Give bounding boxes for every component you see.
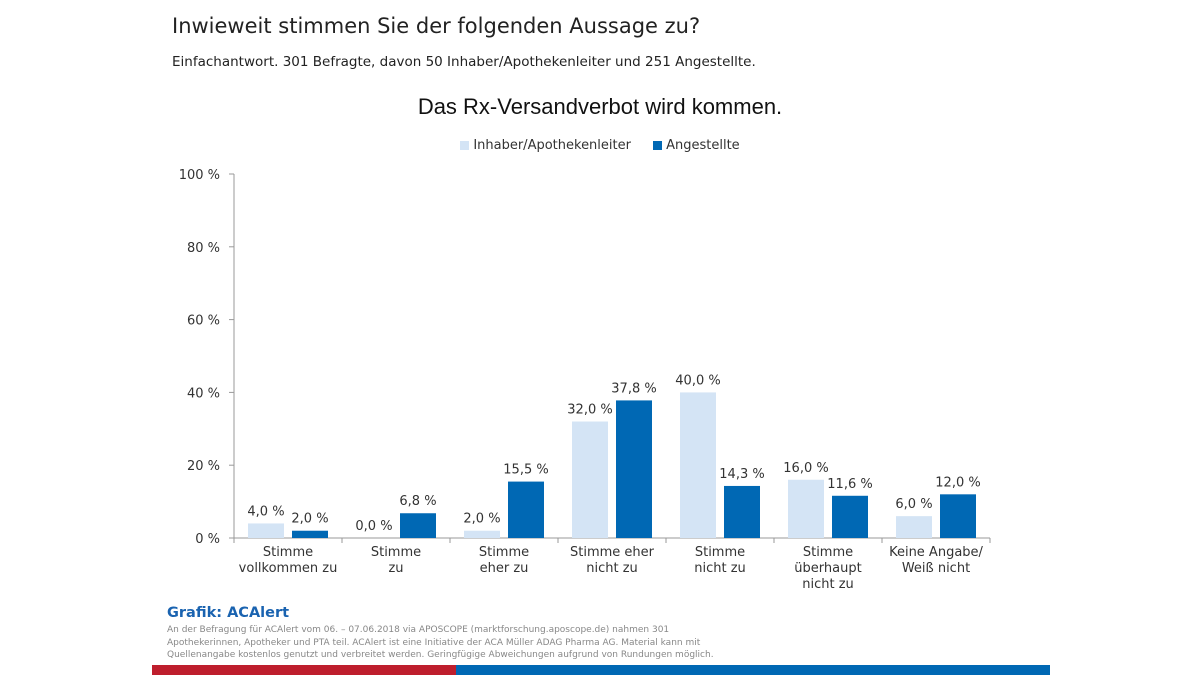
bar-employees	[940, 494, 976, 538]
x-tick-label: Stimme	[371, 545, 421, 560]
data-label: 0,0 %	[355, 519, 392, 534]
brand-stripe-blue	[456, 665, 1050, 675]
question-subtitle: Einfachantwort. 301 Befragte, davon 50 I…	[172, 54, 756, 70]
data-label: 40,0 %	[675, 373, 720, 388]
credit: Grafik: ACAlert	[167, 605, 290, 621]
data-label: 15,5 %	[503, 463, 548, 478]
data-label: 4,0 %	[247, 504, 284, 519]
y-tick-label: 20 %	[187, 459, 220, 474]
legend-swatch-employees	[653, 141, 663, 150]
data-label: 12,0 %	[935, 475, 980, 490]
chart-title: Das Rx-Versandverbot wird kommen.	[417, 94, 783, 119]
x-tick-label: vollkommen zu	[239, 561, 338, 576]
bar-owners	[788, 479, 824, 538]
x-tick-label: nicht zu	[802, 577, 854, 592]
x-tick-label: überhaupt	[794, 561, 861, 576]
bar-owners	[680, 392, 716, 538]
legend-swatch-owners	[460, 141, 470, 150]
x-tick-label: nicht zu	[586, 561, 638, 576]
data-label: 16,0 %	[783, 461, 828, 476]
source-note: An der Befragung für ACAlert vom 06. – 0…	[167, 625, 714, 660]
y-tick-label: 80 %	[187, 241, 220, 256]
question-title: Inwieweit stimmen Sie der folgenden Auss…	[172, 14, 701, 38]
bar-owners	[248, 523, 284, 538]
x-tick-label: eher zu	[480, 561, 529, 576]
x-tick-label: Stimme	[479, 545, 529, 560]
data-label: 14,3 %	[719, 467, 764, 482]
bar-employees	[616, 400, 652, 538]
x-tick-label: Stimme	[263, 545, 313, 560]
x-tick-label: Stimme eher	[570, 545, 655, 560]
y-tick-label: 0 %	[195, 532, 220, 547]
data-label: 37,8 %	[611, 381, 656, 396]
legend: Inhaber/Apothekenleiter Angestellte	[0, 138, 1200, 154]
legend-item-employees: Angestellte	[653, 138, 740, 153]
bar-owners	[572, 421, 608, 538]
bar-employees	[292, 530, 328, 538]
legend-label-employees: Angestellte	[666, 138, 740, 153]
y-tick-label: 100 %	[179, 168, 220, 183]
data-label: 2,0 %	[463, 512, 500, 527]
x-tick-label: Stimme	[803, 545, 853, 560]
legend-item-owners: Inhaber/Apothekenleiter	[460, 138, 631, 153]
bar-employees	[832, 495, 868, 538]
brand-stripe-red	[152, 665, 456, 675]
x-tick-label: Keine Angabe/	[889, 545, 983, 560]
data-label: 6,0 %	[895, 497, 932, 512]
bar-employees	[400, 513, 436, 538]
x-tick-label: Weiß nicht	[902, 561, 970, 576]
bar-employees	[724, 485, 760, 538]
x-tick-label: nicht zu	[694, 561, 746, 576]
x-tick-label: zu	[388, 561, 403, 576]
data-label: 32,0 %	[567, 403, 612, 418]
y-tick-label: 40 %	[187, 386, 220, 401]
legend-label-owners: Inhaber/Apothekenleiter	[473, 138, 631, 153]
bar-employees	[508, 481, 544, 538]
bar-owners	[896, 516, 932, 538]
data-label: 2,0 %	[291, 512, 328, 527]
bar-owners	[464, 530, 500, 538]
x-tick-label: Stimme	[695, 545, 745, 560]
data-label: 11,6 %	[827, 477, 872, 492]
data-label: 6,8 %	[399, 494, 436, 509]
y-tick-label: 60 %	[187, 314, 220, 329]
